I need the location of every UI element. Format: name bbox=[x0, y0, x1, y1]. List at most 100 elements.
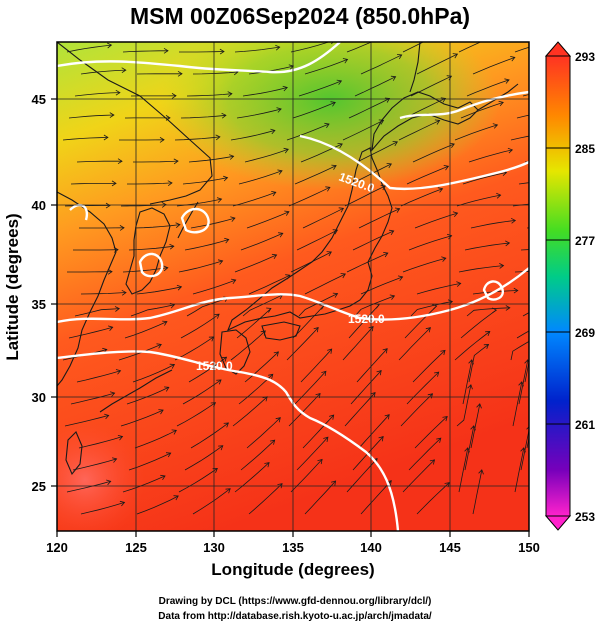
streamline-arrowhead bbox=[219, 48, 225, 55]
streamline-arrowhead bbox=[266, 307, 272, 313]
streamline-arrowhead bbox=[380, 185, 386, 191]
contour-korea-low bbox=[138, 252, 164, 278]
streamline-arrowhead bbox=[440, 349, 446, 356]
streamline-arrowhead bbox=[325, 186, 331, 192]
map-grid bbox=[57, 42, 529, 531]
streamline-arrowhead bbox=[370, 392, 376, 398]
streamline bbox=[416, 283, 461, 295]
streamline-arrowhead bbox=[216, 379, 222, 385]
colorbar-label: 253 bbox=[575, 510, 595, 524]
streamline-arrowhead bbox=[378, 119, 385, 125]
streamline bbox=[402, 459, 435, 493]
streamline bbox=[122, 475, 166, 493]
streamline bbox=[360, 54, 402, 75]
streamline bbox=[524, 359, 529, 383]
streamline-arrowhead bbox=[111, 457, 118, 463]
streamline-arrowhead bbox=[496, 192, 502, 199]
streamline bbox=[174, 136, 220, 141]
streamline-arrowhead bbox=[518, 381, 524, 387]
streamline bbox=[180, 114, 226, 119]
lat-tick-label: 45 bbox=[32, 92, 46, 107]
streamline bbox=[134, 224, 180, 229]
streamline-arrowhead bbox=[285, 274, 291, 280]
streamline-arrowhead bbox=[119, 225, 125, 231]
streamline-arrowhead bbox=[223, 422, 230, 428]
tick-marks bbox=[51, 98, 530, 537]
streamline-arrowhead bbox=[533, 404, 538, 408]
coastline-taiwan bbox=[65, 431, 83, 476]
streamline-arrowhead bbox=[468, 359, 474, 365]
lon-tick-label: 125 bbox=[125, 540, 147, 555]
colorbar-label: 269 bbox=[575, 326, 595, 340]
streamline-arrowhead bbox=[394, 207, 401, 213]
streamline-arrowhead bbox=[504, 78, 510, 84]
streamline bbox=[188, 356, 227, 383]
streamline bbox=[510, 135, 529, 141]
streamline-arrowhead bbox=[495, 33, 500, 38]
streamline-arrowhead bbox=[432, 304, 438, 310]
streamline bbox=[398, 120, 440, 141]
streamline bbox=[190, 217, 236, 229]
y-axis-label: Latitude (degrees) bbox=[3, 213, 22, 360]
streamline bbox=[134, 429, 177, 449]
streamline-arrowhead bbox=[478, 469, 484, 475]
streamline bbox=[516, 330, 529, 339]
streamline-arrowhead bbox=[216, 197, 223, 203]
streamline-arrowhead bbox=[218, 445, 224, 451]
streamline bbox=[348, 304, 380, 339]
streamline-arrowhead bbox=[332, 229, 339, 235]
streamline bbox=[240, 232, 283, 251]
streamline-arrowhead bbox=[225, 488, 231, 494]
streamline-arrowhead bbox=[440, 97, 447, 103]
streamline-arrowhead bbox=[163, 47, 169, 54]
streamline bbox=[288, 393, 321, 427]
streamline bbox=[76, 160, 122, 163]
streamline bbox=[410, 301, 453, 317]
streamline bbox=[460, 102, 504, 119]
streamline bbox=[410, 75, 452, 97]
streamline bbox=[514, 447, 525, 493]
streamline-arrowhead bbox=[510, 56, 516, 62]
streamline-arrowhead bbox=[441, 256, 447, 262]
streamline bbox=[126, 386, 169, 405]
streamline-arrowhead bbox=[326, 251, 332, 257]
streamline bbox=[236, 308, 272, 339]
streamline bbox=[466, 307, 510, 317]
streamline-arrowhead bbox=[331, 164, 337, 170]
streamline bbox=[472, 57, 515, 75]
streamline bbox=[66, 480, 111, 493]
streamline bbox=[133, 160, 179, 163]
streamline-arrowhead bbox=[446, 233, 453, 240]
streamline-arrowhead bbox=[275, 417, 281, 423]
streamline bbox=[234, 462, 270, 493]
streamline bbox=[242, 87, 288, 97]
coastline-china bbox=[57, 191, 117, 387]
lon-tick-label: 120 bbox=[46, 540, 68, 555]
streamline-arrowhead bbox=[277, 483, 283, 489]
streamline bbox=[76, 370, 121, 383]
coastline-hokkaido bbox=[371, 91, 479, 152]
streamline bbox=[346, 252, 388, 273]
cool-region-north bbox=[160, 42, 500, 190]
streamline-arrowhead bbox=[177, 70, 183, 77]
coastlines bbox=[57, 42, 519, 476]
streamline-arrowhead bbox=[452, 211, 459, 217]
streamline bbox=[350, 370, 382, 405]
streamline bbox=[402, 257, 446, 273]
streamline-arrowhead bbox=[229, 154, 235, 160]
streamline bbox=[68, 114, 114, 119]
streamline-arrowhead bbox=[159, 137, 165, 143]
streamline-arrowhead bbox=[171, 429, 177, 435]
streamline-arrowhead bbox=[114, 306, 120, 312]
streamline bbox=[360, 276, 403, 295]
contour-hokkaido bbox=[399, 90, 529, 120]
streamline bbox=[346, 458, 378, 493]
streamline bbox=[358, 414, 390, 449]
streamline bbox=[512, 381, 523, 427]
streamline-arrowhead bbox=[224, 237, 230, 244]
streamline-arrowhead bbox=[330, 101, 336, 107]
streamline bbox=[68, 326, 113, 339]
colorbar-top-arrow bbox=[544, 41, 572, 57]
streamline bbox=[118, 344, 162, 361]
streamline-arrowhead bbox=[273, 351, 279, 357]
